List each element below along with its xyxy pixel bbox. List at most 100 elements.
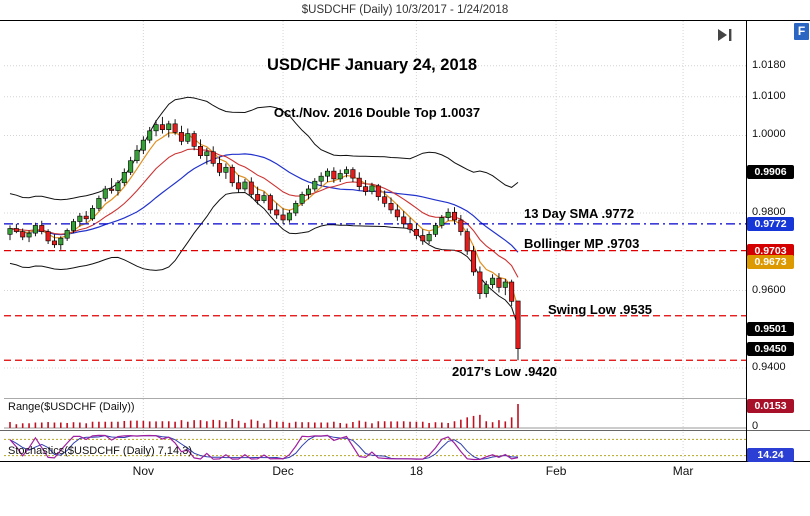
time-axis-label: Nov — [132, 464, 155, 478]
candle — [483, 280, 489, 298]
candle — [109, 178, 115, 194]
sma-blue-line — [9, 153, 519, 253]
candle — [369, 182, 375, 195]
price-badge: 0.9450 — [747, 341, 794, 356]
candle — [363, 180, 369, 196]
candles — [7, 116, 521, 361]
stoch-d-line — [9, 435, 519, 460]
price-tick: 0.9400 — [752, 361, 786, 374]
candle — [159, 116, 165, 134]
candle — [439, 214, 445, 229]
candle — [64, 228, 70, 241]
chart-title-bar: $USDCHF (Daily) 10/3/2017 - 1/24/2018 — [0, 0, 810, 20]
range-indicator-label: Range($USDCHF (Daily)) — [8, 401, 135, 413]
candle — [13, 223, 19, 234]
candle — [115, 180, 121, 196]
candle — [305, 185, 311, 200]
candle — [39, 220, 45, 235]
candle — [471, 245, 477, 276]
candle — [502, 278, 508, 296]
candle — [382, 190, 388, 208]
candle — [128, 156, 134, 176]
candle — [515, 300, 521, 361]
candle — [299, 191, 305, 207]
candle — [153, 119, 159, 137]
candle — [236, 175, 242, 193]
candle — [445, 208, 451, 221]
price-badge: 0.9673 — [747, 255, 794, 270]
candle — [242, 178, 248, 192]
candle — [388, 197, 394, 214]
candle — [426, 231, 432, 245]
candle — [267, 193, 273, 214]
candle — [318, 172, 324, 186]
candle — [58, 236, 64, 250]
candle — [140, 136, 146, 155]
candle — [407, 217, 413, 234]
candle — [90, 205, 96, 221]
time-axis-label: 18 — [409, 464, 424, 478]
candle — [356, 172, 362, 191]
candle — [432, 222, 438, 238]
candle — [337, 169, 343, 182]
annotation-swing-low: Swing Low .9535 — [548, 302, 653, 317]
price-tick: 1.0100 — [752, 89, 786, 102]
candle — [96, 195, 102, 212]
candle — [191, 130, 197, 151]
annotation-13-day-sma: 13 Day SMA .9772 — [524, 206, 635, 221]
price-badge: 0.9772 — [747, 216, 794, 231]
bollinger-lower-line — [9, 191, 519, 327]
candle — [77, 213, 83, 227]
price-tick: 0 — [752, 420, 759, 432]
candle — [210, 146, 216, 167]
candle — [344, 166, 350, 178]
candle — [147, 126, 153, 144]
time-axis-label: Mar — [672, 464, 694, 478]
time-axis-label: Feb — [545, 464, 567, 478]
annotation-2017-low: 2017's Low .9420 — [452, 364, 557, 379]
candle — [312, 178, 318, 192]
grid — [4, 21, 746, 461]
candle — [20, 228, 26, 241]
candle — [121, 168, 127, 186]
candle — [7, 225, 13, 241]
candle — [26, 230, 32, 243]
annotation-double-top: Oct./Nov. 2016 Double Top 1.0037 — [273, 105, 481, 120]
candle — [496, 273, 502, 293]
candle — [413, 223, 419, 240]
candle — [293, 200, 299, 217]
candle — [255, 186, 261, 205]
candle — [204, 147, 210, 165]
candle — [286, 209, 292, 223]
candle — [464, 228, 470, 255]
candle — [51, 234, 57, 248]
candle — [324, 168, 330, 182]
candle — [261, 191, 267, 204]
candle — [458, 214, 464, 236]
candle — [223, 163, 229, 179]
scroll-to-latest-button[interactable] — [714, 26, 738, 44]
price-tick: 0.9600 — [752, 283, 786, 296]
candle — [375, 183, 381, 201]
candle — [490, 274, 496, 289]
candle — [102, 185, 108, 202]
annotation-bollinger-mp: Bollinger MP .9703 — [524, 236, 640, 251]
stoch-k-line — [9, 434, 519, 461]
price-tick: 1.0180 — [752, 58, 786, 71]
candle — [280, 208, 286, 224]
bollinger-upper-line — [9, 96, 519, 201]
candle — [394, 204, 400, 221]
price-badge: 14.24 — [747, 448, 794, 462]
price-tick: 1.0000 — [752, 128, 786, 141]
annotation-heading: USD/CHF January 24, 2018 — [266, 56, 477, 74]
candle — [350, 167, 356, 182]
candle — [477, 266, 483, 300]
candle — [451, 207, 457, 224]
price-badge: 0.0153 — [747, 399, 794, 413]
candle — [198, 139, 204, 159]
scroll-to-latest-icon — [718, 29, 732, 41]
candle — [248, 177, 254, 199]
price-badge: 0.9703 — [747, 243, 794, 258]
